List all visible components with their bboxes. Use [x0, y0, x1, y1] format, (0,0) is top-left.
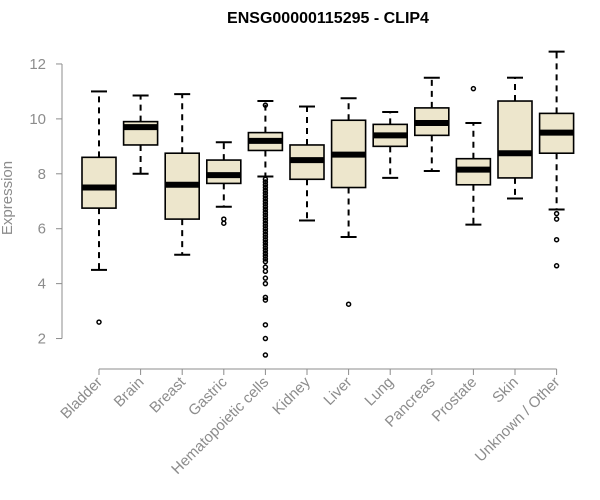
y-axis-label: Expression [0, 161, 16, 235]
outlier-point [262, 242, 269, 248]
box-series [81, 50, 575, 358]
outlier-point [262, 206, 269, 213]
box-body [206, 159, 242, 185]
outlier-point [262, 187, 269, 194]
outlier-point [345, 301, 352, 307]
outlier-point [262, 184, 269, 191]
box-brain [122, 94, 159, 175]
outlier-point [470, 85, 477, 92]
box-skin [497, 76, 533, 200]
box-pancreas [413, 76, 450, 173]
outlier-point [262, 280, 269, 287]
box-unknown-other [538, 50, 575, 269]
y-tick-label: 6 [38, 221, 46, 238]
box-liver [330, 97, 367, 307]
box-bladder [81, 90, 117, 325]
y-tick-label: 8 [38, 166, 46, 183]
box-gastric [206, 141, 242, 226]
box-body [81, 156, 117, 209]
outlier-point [262, 102, 269, 108]
outlier-point [262, 256, 269, 262]
x-tick-label: Kidney [269, 373, 314, 418]
outlier-point [262, 223, 269, 229]
outlier-point [553, 216, 560, 222]
outlier-point [262, 228, 269, 235]
outlier-point [262, 275, 269, 281]
outlier-point [553, 210, 560, 217]
outlier-point [262, 179, 269, 185]
box-breast [164, 93, 200, 256]
outlier-point [262, 258, 269, 265]
outlier-point [262, 193, 269, 199]
outlier-point [262, 245, 269, 251]
box-body [497, 100, 533, 179]
x-tick-label: Breast [146, 373, 189, 416]
outlier-point [262, 212, 269, 218]
outlier-point [553, 236, 560, 243]
outlier-point [262, 322, 269, 328]
outlier-point [262, 234, 269, 240]
x-tick-label: Skin [489, 374, 522, 407]
outlier-point [262, 209, 269, 215]
outlier-point [262, 214, 269, 221]
y-tick-label: 4 [38, 276, 46, 293]
outlier-point [262, 217, 269, 224]
outlier-point [262, 239, 269, 246]
y-tick-label: 10 [29, 111, 46, 128]
outlier-point [262, 352, 269, 358]
outlier-point [262, 335, 269, 342]
box-kidney [289, 105, 325, 222]
box-lung [372, 111, 409, 179]
outlier-point [262, 247, 269, 254]
y-tick-label: 2 [38, 331, 46, 348]
outlier-point [262, 253, 269, 259]
outlier-point [262, 225, 269, 232]
outlier-point [262, 297, 269, 303]
chart-title: ENSG00000115295 - CLIP4 [227, 10, 429, 27]
outlier-point [262, 176, 269, 183]
y-tick-label: 12 [29, 56, 46, 73]
y-axis: 2 4 6 8 10 12 [29, 56, 63, 348]
x-tick-label: Bladder [57, 374, 106, 423]
outlier-point [262, 182, 269, 188]
outlier-point [262, 236, 269, 243]
outlier-point [262, 203, 269, 210]
x-tick-label: Lung [361, 374, 397, 410]
outlier-point [262, 198, 269, 205]
outlier-point [262, 190, 269, 196]
box-hematopoietic-cells [247, 100, 284, 358]
x-tick-label: Brain [111, 374, 148, 411]
outlier-point [262, 231, 269, 237]
outlier-point [96, 319, 102, 325]
outlier-point [553, 263, 560, 269]
outlier-point [262, 250, 269, 257]
outlier-point [262, 201, 269, 207]
outlier-point [221, 220, 227, 226]
box-prostate [455, 85, 492, 226]
outlier-point [262, 268, 269, 275]
outlier-point [262, 220, 269, 226]
outlier-point [262, 195, 269, 202]
outlier-point [262, 294, 269, 301]
x-tick-label: Prostate [429, 374, 481, 426]
x-tick-label: Liver [320, 374, 355, 409]
